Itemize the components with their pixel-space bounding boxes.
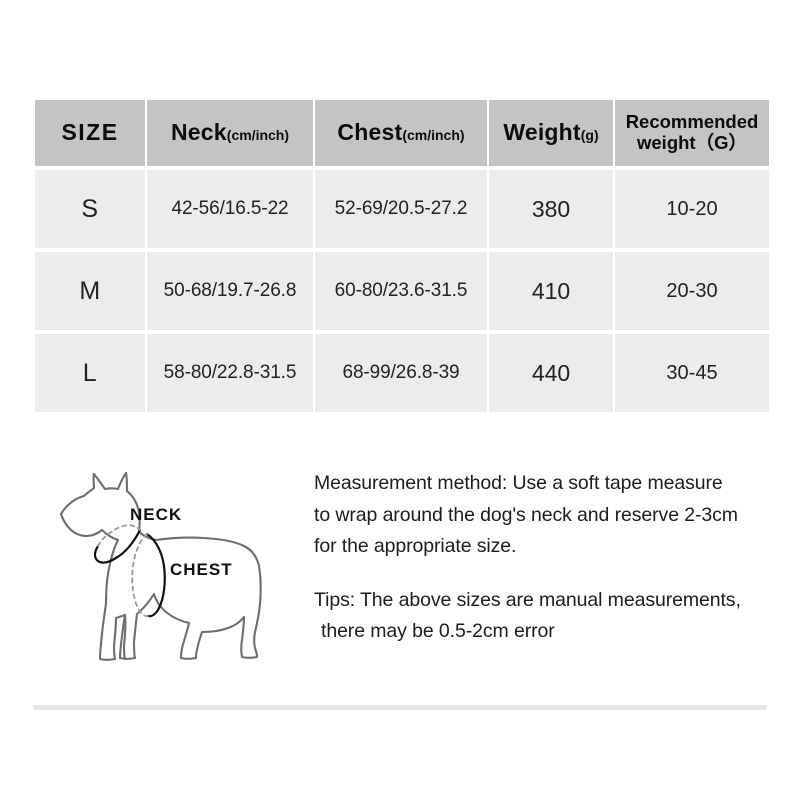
table-row: M 50-68/19.7-26.8 60-80/23.6-31.5 410 20… [35,252,769,330]
cell-neck-value: 50-68/19.7-26.8 [163,280,297,301]
cell-weight-value: 440 [531,359,571,386]
column-header-size-label: SIZE [61,119,119,146]
column-header-neck-label: Neck [170,119,227,146]
size-chart-table: SIZE Neck(cm/inch) Chest(cm/inch) Weight… [33,96,771,416]
cell-recommended-weight-value: 20-30 [666,279,718,302]
column-header-chest-unit: (cm/inch) [402,127,465,144]
dog-measurement-illustration: NECK CHEST [44,462,312,682]
column-header-neck-unit: (cm/inch) [226,127,290,144]
column-header-weight-label: Weight [503,119,581,146]
cell-recommended-weight: 10-20 [615,170,769,248]
cell-recommended-weight: 30-45 [615,334,769,412]
cell-size-value: S [81,194,99,223]
cell-weight-value: 410 [531,277,571,304]
column-header-size: SIZE [35,100,145,166]
tips-note-line-1: Tips: The above sizes are manual measure… [314,588,741,611]
cell-recommended-weight-value: 30-45 [666,361,718,384]
column-header-recommended-weight: Recommended weight（G） [615,100,769,166]
cell-chest: 52-69/20.5-27.2 [315,170,487,248]
bottom-divider [33,705,767,710]
cell-neck: 50-68/19.7-26.8 [147,252,313,330]
cell-size-value: L [82,358,98,387]
table-header-row: SIZE Neck(cm/inch) Chest(cm/inch) Weight… [35,100,769,166]
table-body: S 42-56/16.5-22 52-69/20.5-27.2 380 10-2… [35,170,769,412]
measurement-note-line-2: to wrap around the dog's neck and reserv… [314,503,738,526]
cell-neck: 42-56/16.5-22 [147,170,313,248]
table-row: L 58-80/22.8-31.5 68-99/26.8-39 440 30-4… [35,334,769,412]
column-header-recommended-line1: Recommended [625,111,759,133]
cell-size-value: M [79,276,101,305]
cell-weight: 410 [489,252,613,330]
cell-recommended-weight: 20-30 [615,252,769,330]
measurement-note-line-1: Measurement method: Use a soft tape meas… [314,472,723,494]
column-header-neck: Neck(cm/inch) [147,100,313,166]
cell-weight: 440 [489,334,613,412]
cell-chest-value: 68-99/26.8-39 [342,362,460,383]
column-header-chest: Chest(cm/inch) [315,100,487,166]
cell-chest: 68-99/26.8-39 [315,334,487,412]
cell-weight: 380 [489,170,613,248]
measurement-note-line-3: for the appropriate size. [314,535,517,558]
measurement-method-note: Measurement method: Use a soft tape meas… [314,468,776,563]
cell-neck-value: 58-80/22.8-31.5 [163,362,297,383]
cell-chest-value: 52-69/20.5-27.2 [334,198,468,219]
table-row: S 42-56/16.5-22 52-69/20.5-27.2 380 10-2… [35,170,769,248]
column-header-recommended-line2: weight（G） [637,132,747,153]
neck-label: NECK [130,505,182,524]
notes-section: Measurement method: Use a soft tape meas… [314,468,776,648]
cell-neck-value: 42-56/16.5-22 [171,198,289,219]
cell-recommended-weight-value: 10-20 [666,197,718,220]
cell-chest-value: 60-80/23.6-31.5 [334,280,468,301]
dog-outline-icon: NECK CHEST [59,471,262,661]
column-header-chest-label: Chest [337,119,403,146]
cell-weight-value: 380 [531,195,571,222]
tips-note-line-2: there may be 0.5-2cm error [321,620,555,643]
cell-chest: 60-80/23.6-31.5 [315,252,487,330]
tips-note: Tips: The above sizes are manual measure… [314,585,776,648]
cell-size: L [35,334,145,412]
column-header-weight-unit: (g) [580,127,599,144]
cell-neck: 58-80/22.8-31.5 [147,334,313,412]
chest-label: CHEST [170,560,233,579]
column-header-weight: Weight(g) [489,100,613,166]
cell-size: M [35,252,145,330]
table-header: SIZE Neck(cm/inch) Chest(cm/inch) Weight… [35,100,769,166]
cell-size: S [35,170,145,248]
